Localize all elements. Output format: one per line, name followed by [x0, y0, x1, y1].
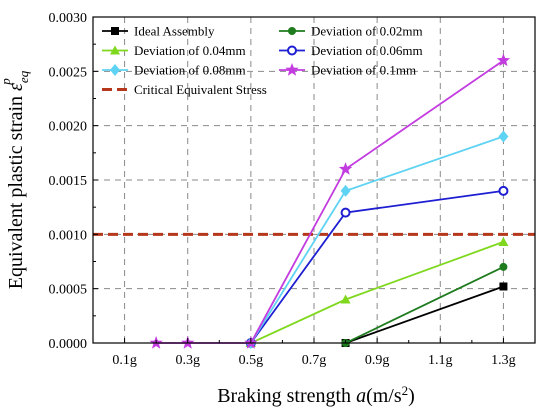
x-tick-label: 0.1g: [112, 353, 137, 368]
legend-item: Deviation of 0.08mm: [102, 63, 246, 78]
y-tick-label: 0.0025: [49, 65, 88, 80]
data-point: [340, 207, 351, 218]
x-tick-label: 0.5g: [239, 353, 264, 368]
legend-marker: [287, 45, 297, 56]
series-line: [345, 266, 504, 344]
legend-label: Critical Equivalent Stress: [134, 82, 267, 97]
x-tick-label: 0.3g: [175, 353, 200, 368]
data-point: [499, 282, 508, 291]
y-tick-label: 0.0005: [49, 283, 88, 298]
y-axis-title: Equivalent plastic strain εeqp: [0, 70, 31, 289]
data-point: [498, 130, 509, 143]
series-line: [156, 59, 504, 344]
legend-marker: [111, 27, 119, 35]
y-tick-label: 0.0015: [49, 174, 88, 189]
series-line: [345, 285, 504, 344]
x-tick-label: 0.7g: [302, 353, 327, 368]
legend-item-critical-stress: Critical Equivalent Stress: [102, 82, 267, 97]
x-tick-label: 1.1g: [428, 353, 453, 368]
data-point: [496, 53, 511, 67]
data-point: [340, 184, 351, 197]
data-point: [340, 294, 351, 304]
legend-label: Deviation of 0.04mm: [134, 43, 246, 58]
y-tick-label: 0.0010: [49, 228, 88, 243]
legend-label: Deviation of 0.1mm: [311, 63, 416, 78]
y-tick-label: 0.0020: [49, 120, 88, 135]
legend-marker: [288, 27, 296, 35]
legend-marker: [110, 45, 120, 55]
series-layer: [149, 53, 511, 349]
axes: 0.1g 0.3g 0.5g 0.7g 0.9g 1.1g 1.3g 0.0000 0.0005…: [49, 11, 516, 368]
legend-label: Deviation of 0.02mm: [311, 24, 423, 39]
x-axis-title: Braking strength a(m/s2): [217, 383, 415, 408]
legend-label: Ideal Assembly: [134, 24, 215, 39]
series-4: [245, 185, 509, 348]
series-2: [341, 262, 508, 347]
series-line: [250, 190, 504, 344]
legend-item: Deviation of 0.06mm: [279, 43, 423, 58]
data-point: [499, 262, 508, 271]
legend-label: Deviation of 0.08mm: [134, 63, 246, 78]
y-tick-label: 0.0030: [49, 11, 88, 26]
x-tick-label: 0.9g: [365, 353, 390, 368]
data-point: [498, 185, 509, 196]
legend-item: Ideal Assembly: [102, 24, 215, 39]
legend: Ideal Assembly Deviation of 0.02mm Deviati…: [102, 24, 423, 97]
legend-marker: [110, 64, 120, 76]
legend-item: Deviation of 0.1mm: [279, 63, 416, 78]
legend-marker: [285, 63, 299, 76]
y-tick-label: 0.0000: [49, 337, 88, 352]
legend-item: Deviation of 0.02mm: [279, 24, 423, 39]
x-tick-label: 1.3g: [491, 353, 516, 368]
legend-label: Deviation of 0.06mm: [311, 43, 423, 58]
data-point: [338, 162, 353, 175]
legend-item: Deviation of 0.04mm: [102, 43, 246, 58]
data-point: [498, 236, 509, 246]
